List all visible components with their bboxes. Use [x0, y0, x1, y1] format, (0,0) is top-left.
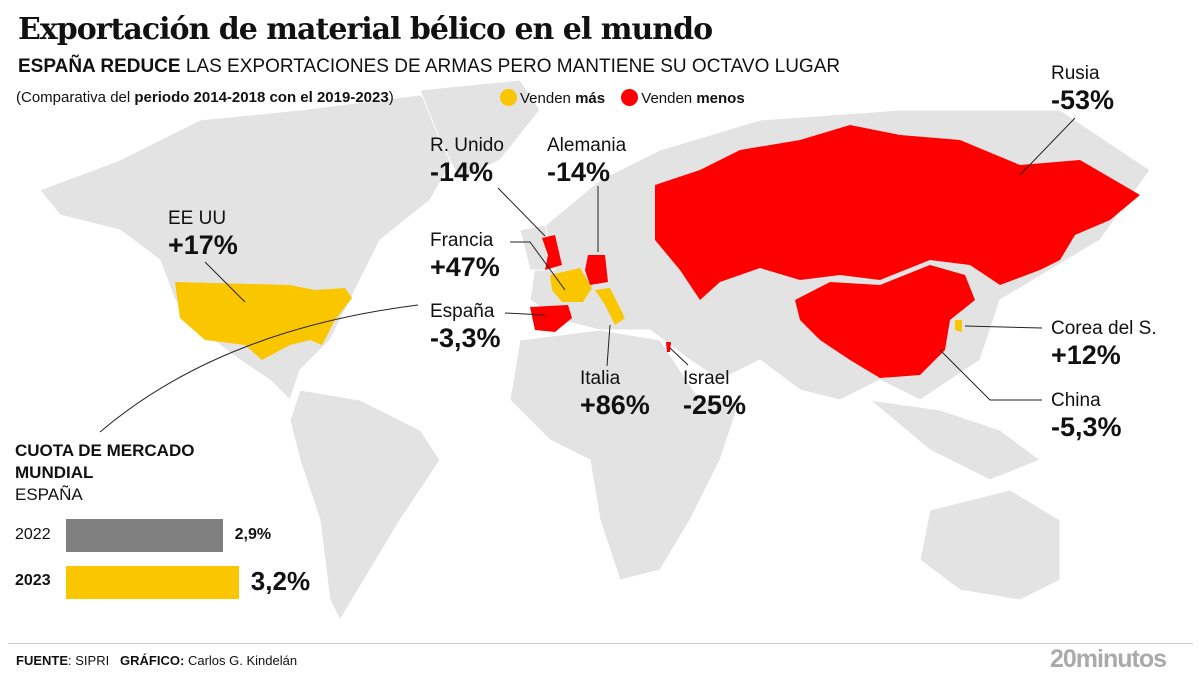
label-russia: Rusia -53% [1051, 63, 1115, 115]
country-germany [585, 255, 608, 285]
bar-value-2022: 2,9% [234, 526, 272, 543]
land-south-america [289, 389, 441, 622]
leader-russia [1019, 117, 1076, 176]
leader-spain-share [99, 304, 419, 433]
leader-israel [669, 347, 689, 366]
brand-logo: 20minutos [1050, 645, 1167, 673]
leader-france [510, 241, 566, 291]
country-france [550, 268, 592, 302]
legend-label: Venden [641, 90, 697, 107]
label-germany: Alemania -14% [547, 135, 627, 187]
land-africa [509, 329, 741, 581]
note-bold: periodo 2014-2018 con el 2019-2023 [134, 89, 389, 106]
legend-label: Venden [520, 90, 576, 107]
leader-china [939, 349, 1042, 401]
legend-label-bold: más [575, 90, 606, 107]
country-usa [175, 282, 352, 360]
label-spain: España -3,3% [430, 301, 501, 353]
market-share-title: CUOTA DE MERCADO MUNDIAL ESPAÑA [15, 440, 215, 506]
note-pre: (Comparativa del [16, 89, 135, 106]
country-russia [655, 125, 1140, 300]
footer-credits: FUENTE: SIPRI GRÁFICO: Carlos G. Kindelá… [16, 653, 298, 668]
leader-spain [504, 312, 546, 316]
country-uk [542, 235, 562, 270]
country-spain [530, 305, 572, 332]
subtitle: ESPAÑA REDUCE LAS EXPORTACIONES DE ARMAS… [18, 56, 840, 78]
land-southeast-asia [868, 399, 1042, 481]
label-israel: Israel -25% [683, 368, 747, 420]
market-share-subtitle: ESPAÑA [15, 485, 83, 504]
country-israel [666, 342, 671, 352]
leader-korea [964, 325, 1043, 329]
country-south-korea [955, 320, 962, 332]
subtitle-bold: ESPAÑA REDUCE [18, 56, 181, 77]
label-china: China -5,3% [1051, 390, 1122, 442]
label-france: Francia +47% [430, 230, 500, 282]
legend-red-dot-icon [621, 89, 639, 106]
note-post: ) [388, 89, 394, 106]
bar-2023 [66, 566, 239, 599]
comparison-note: (Comparativa del periodo 2014-2018 con e… [16, 89, 394, 106]
country-china [795, 265, 975, 378]
subtitle-rest: LAS EXPORTACIONES DE ARMAS PERO MANTIENE… [180, 56, 841, 77]
bar-label-2023: 2023 [15, 572, 51, 589]
leader-usa [204, 261, 246, 303]
bar-value-2023: 3,2% [250, 566, 311, 596]
page-title: Exportación de material bélico en el mun… [18, 12, 713, 47]
label-usa: EE UU +17% [168, 208, 238, 260]
bar-2022 [66, 519, 223, 552]
legend-yellow-dot-icon [500, 89, 517, 106]
legend-label-bold: menos [696, 90, 745, 107]
footer-divider [8, 643, 1193, 644]
land-north-america [39, 94, 471, 401]
country-italy [595, 288, 625, 325]
land-australia [919, 489, 1061, 601]
label-italy: Italia +86% [580, 368, 650, 420]
leader-uk [497, 187, 546, 237]
legend: Venden más Venden menos [500, 89, 745, 107]
bar-label-2022: 2022 [15, 526, 51, 543]
land-uk-ireland [519, 224, 556, 271]
label-uk: R. Unido -14% [430, 135, 504, 187]
label-south-korea: Corea del S. +12% [1051, 318, 1157, 370]
leader-italy [606, 324, 611, 367]
